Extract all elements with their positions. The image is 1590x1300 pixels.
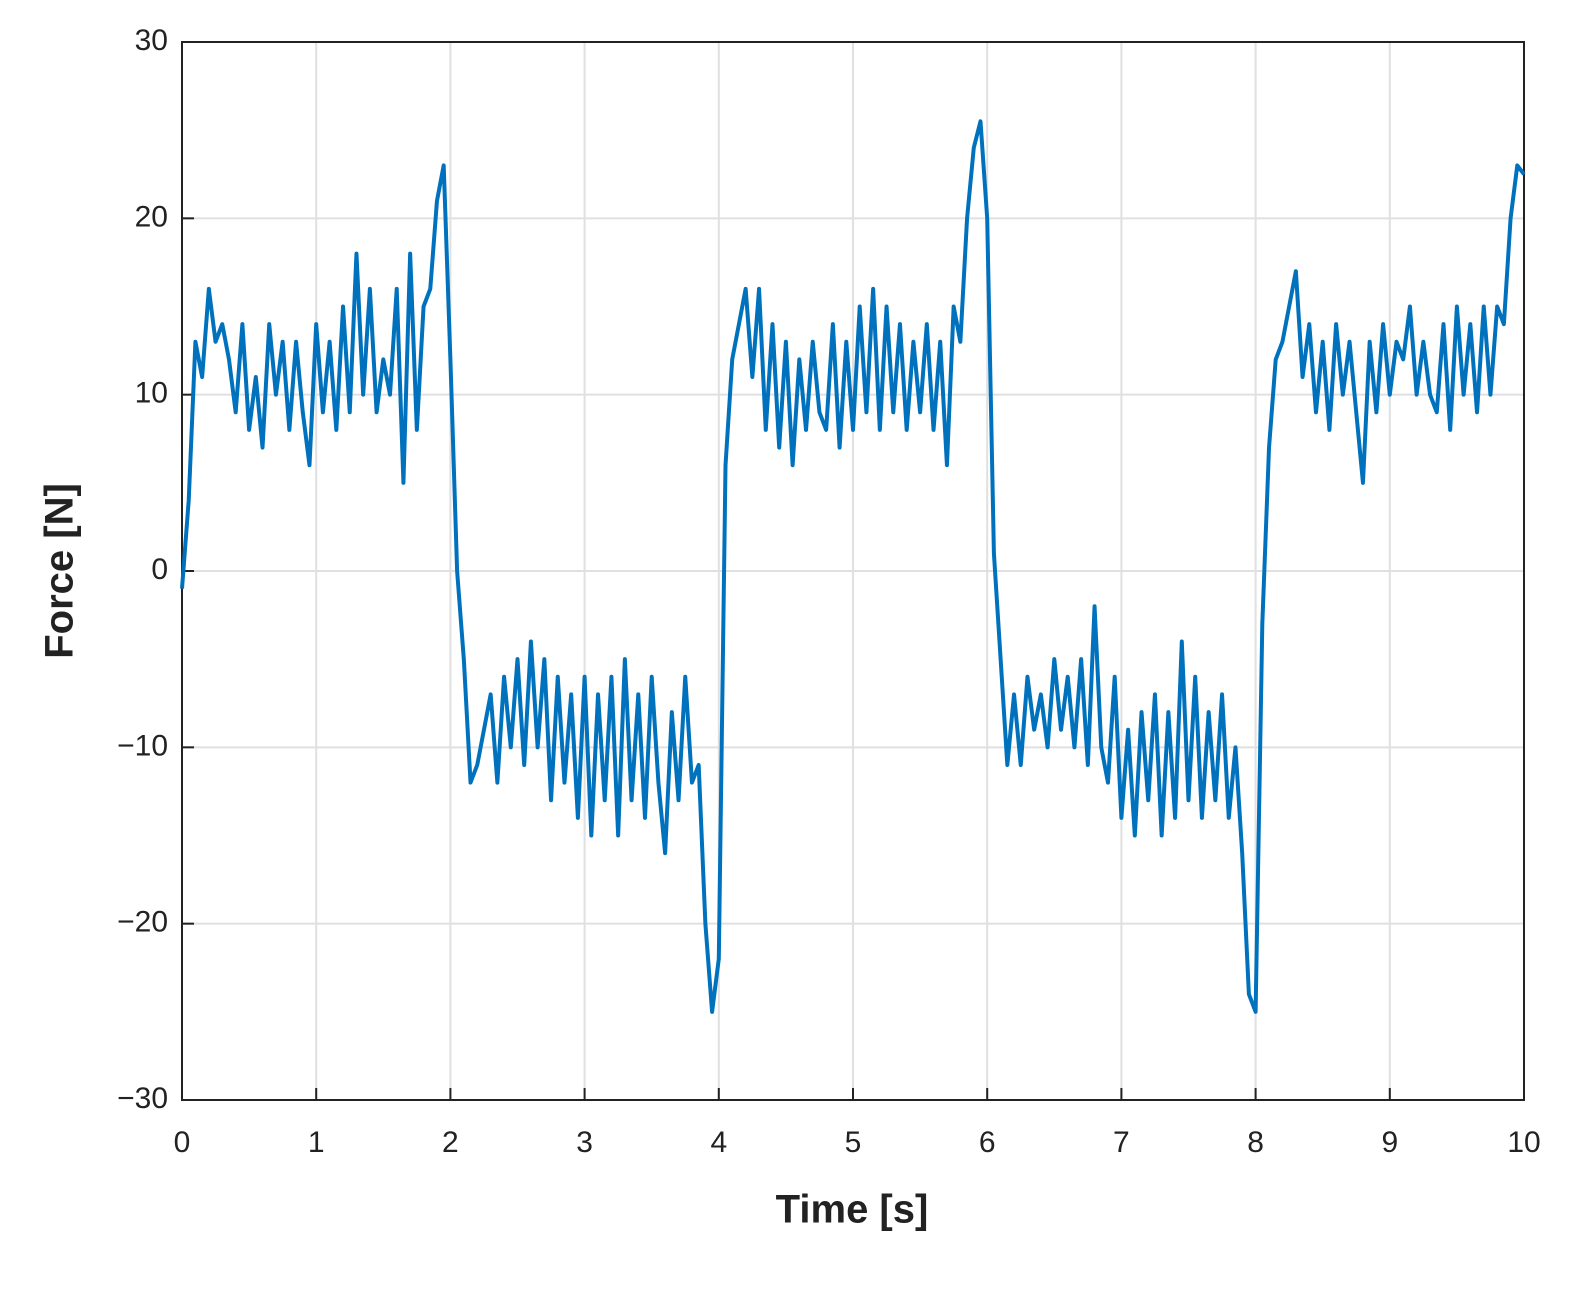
x-tick-label: 6: [979, 1126, 996, 1159]
y-tick-label: −20: [117, 906, 168, 939]
y-tick-label: −10: [117, 729, 168, 762]
x-tick-label: 8: [1247, 1126, 1264, 1159]
x-axis-label: Time [s]: [776, 1188, 929, 1232]
y-tick-label: 10: [135, 377, 168, 410]
x-tick-label: 7: [1113, 1126, 1130, 1159]
data-line: [180, 119, 1526, 1014]
y-tick-label: −30: [117, 1082, 168, 1115]
x-tick-label: 4: [710, 1126, 727, 1159]
y-tick-label: 0: [151, 553, 168, 586]
x-tick-label: 10: [1507, 1126, 1540, 1159]
y-tick-label: 20: [135, 200, 168, 233]
x-tick-label: 3: [576, 1126, 593, 1159]
x-tick-label: 9: [1381, 1126, 1398, 1159]
x-tick-label: 5: [845, 1126, 862, 1159]
y-axis-label: Force [N]: [38, 483, 82, 659]
y-tick-label: 30: [135, 24, 168, 57]
x-tick-label: 0: [174, 1126, 191, 1159]
x-tick-label: 1: [308, 1126, 325, 1159]
x-tick-label: 2: [442, 1126, 459, 1159]
